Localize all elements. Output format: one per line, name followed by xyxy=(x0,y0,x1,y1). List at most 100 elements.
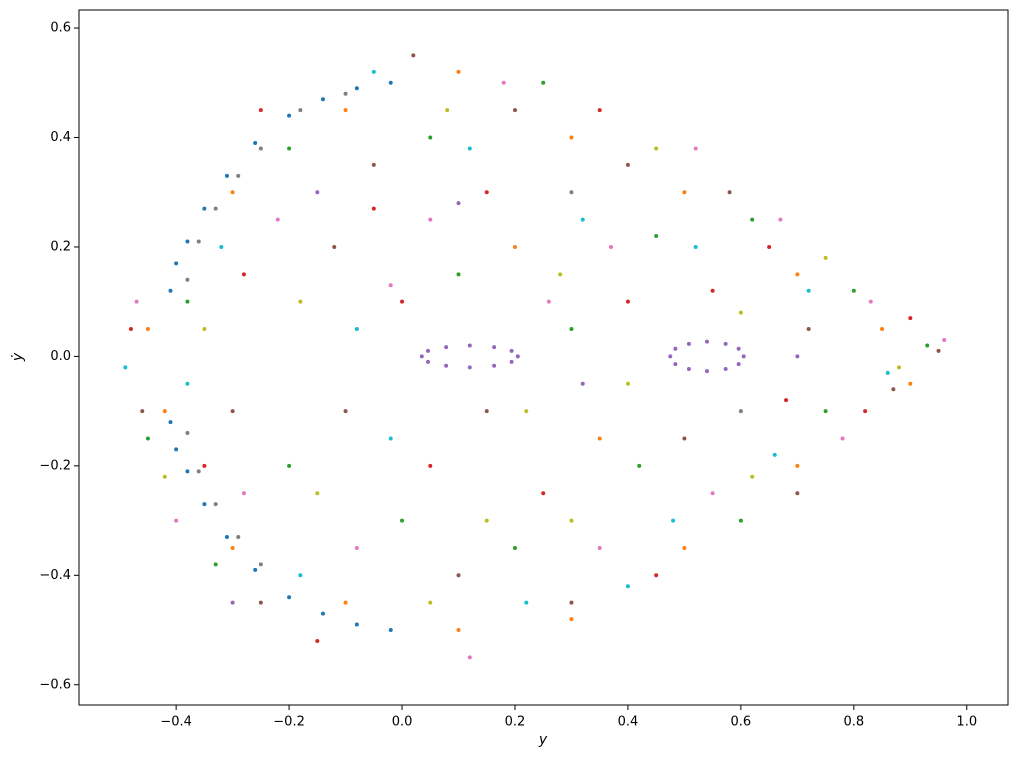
scatter-point xyxy=(230,600,235,605)
scatter-point xyxy=(343,91,348,96)
scatter-point xyxy=(236,534,241,539)
scatter-point xyxy=(185,299,190,304)
scatter-point xyxy=(467,365,472,370)
scatter-point xyxy=(880,327,885,332)
scatter-point xyxy=(509,359,514,364)
scatter-point xyxy=(213,562,218,567)
scatter-point xyxy=(343,108,348,113)
x-tick-label: 0.6 xyxy=(731,715,752,730)
y-tick-label: 0.2 xyxy=(50,239,71,254)
scatter-point xyxy=(426,359,431,364)
scatter-point xyxy=(320,97,325,102)
scatter-point xyxy=(202,502,207,507)
scatter-point xyxy=(750,217,755,222)
scatter-point xyxy=(741,354,746,359)
scatter-point xyxy=(897,365,902,370)
scatter-point xyxy=(388,628,393,633)
scatter-point xyxy=(445,108,450,113)
scatter-point xyxy=(693,146,698,151)
scatter-point xyxy=(541,491,546,496)
scatter-point xyxy=(738,310,743,315)
scatter-point xyxy=(145,327,150,332)
y-tick-label: 0.6 xyxy=(50,21,71,36)
scatter-point xyxy=(388,80,393,85)
scatter-point xyxy=(213,206,218,211)
scatter-point xyxy=(320,611,325,616)
scatter-point xyxy=(671,518,676,523)
x-tick-label: 1.0 xyxy=(956,715,977,730)
scatter-point xyxy=(512,244,517,249)
scatter-point xyxy=(202,327,207,332)
x-tick-label: 0.8 xyxy=(843,715,864,730)
scatter-point xyxy=(795,491,800,496)
scatter-point xyxy=(258,108,263,113)
scatter-point xyxy=(778,217,783,222)
plot-area xyxy=(123,53,947,660)
scatter-point xyxy=(795,272,800,277)
scatter-point xyxy=(512,108,517,113)
scatter-point xyxy=(371,162,376,167)
x-tick-label: 0.0 xyxy=(392,715,413,730)
scatter-point xyxy=(230,190,235,195)
scatter-point xyxy=(185,431,190,436)
scatter-point xyxy=(224,534,229,539)
scatter-point xyxy=(298,299,303,304)
scatter-point xyxy=(162,409,167,414)
scatter-point xyxy=(580,381,585,386)
scatter-point xyxy=(202,463,207,468)
scatter-point xyxy=(287,595,292,600)
scatter-point xyxy=(219,244,224,249)
scatter-point xyxy=(512,545,517,550)
scatter-point xyxy=(185,381,190,386)
scatter-point xyxy=(723,366,728,371)
scatter-point xyxy=(515,354,520,359)
scatter-point xyxy=(174,447,179,452)
scatter-point xyxy=(891,387,896,392)
scatter-point xyxy=(332,244,337,249)
scatter-point xyxy=(287,463,292,468)
scatter-point xyxy=(456,573,461,578)
scatter-point xyxy=(492,363,497,368)
scatter-point xyxy=(524,600,529,605)
scatter-point xyxy=(224,173,229,178)
scatter-point xyxy=(411,53,416,58)
scatter-point xyxy=(541,80,546,85)
scatter-point xyxy=(569,327,574,332)
scatter-point xyxy=(354,86,359,91)
scatter-point xyxy=(569,600,574,605)
scatter-point xyxy=(597,108,602,113)
scatter-point xyxy=(128,327,133,332)
scatter-point xyxy=(710,491,715,496)
y-tick-label: 0.0 xyxy=(50,349,71,364)
scatter-point xyxy=(727,190,732,195)
scatter-point xyxy=(673,362,678,367)
scatter-point xyxy=(736,346,741,351)
scatter-point xyxy=(484,190,489,195)
scatter-point xyxy=(863,409,868,414)
scatter-point xyxy=(419,354,424,359)
x-tick-label: 0.2 xyxy=(505,715,526,730)
x-tick-label: −0.4 xyxy=(160,715,192,730)
scatter-point xyxy=(456,201,461,206)
scatter-point xyxy=(492,345,497,350)
scatter-point xyxy=(704,369,709,374)
scatter-point xyxy=(354,622,359,627)
scatter-point xyxy=(287,146,292,151)
scatter-point xyxy=(750,474,755,479)
scatter-point xyxy=(428,600,433,605)
scatter-point xyxy=(524,409,529,414)
scatter-point xyxy=(772,452,777,457)
scatter-point xyxy=(569,190,574,195)
scatter-point xyxy=(134,299,139,304)
x-tick-label: −0.2 xyxy=(273,715,305,730)
scatter-point xyxy=(230,545,235,550)
scatter-point xyxy=(501,80,506,85)
scatter-point xyxy=(354,327,359,332)
y-tick-label: −0.2 xyxy=(39,458,71,473)
scatter-point xyxy=(625,381,630,386)
scatter-point xyxy=(704,339,709,344)
scatter-point xyxy=(682,190,687,195)
scatter-point xyxy=(258,562,263,567)
scatter-point xyxy=(185,277,190,282)
